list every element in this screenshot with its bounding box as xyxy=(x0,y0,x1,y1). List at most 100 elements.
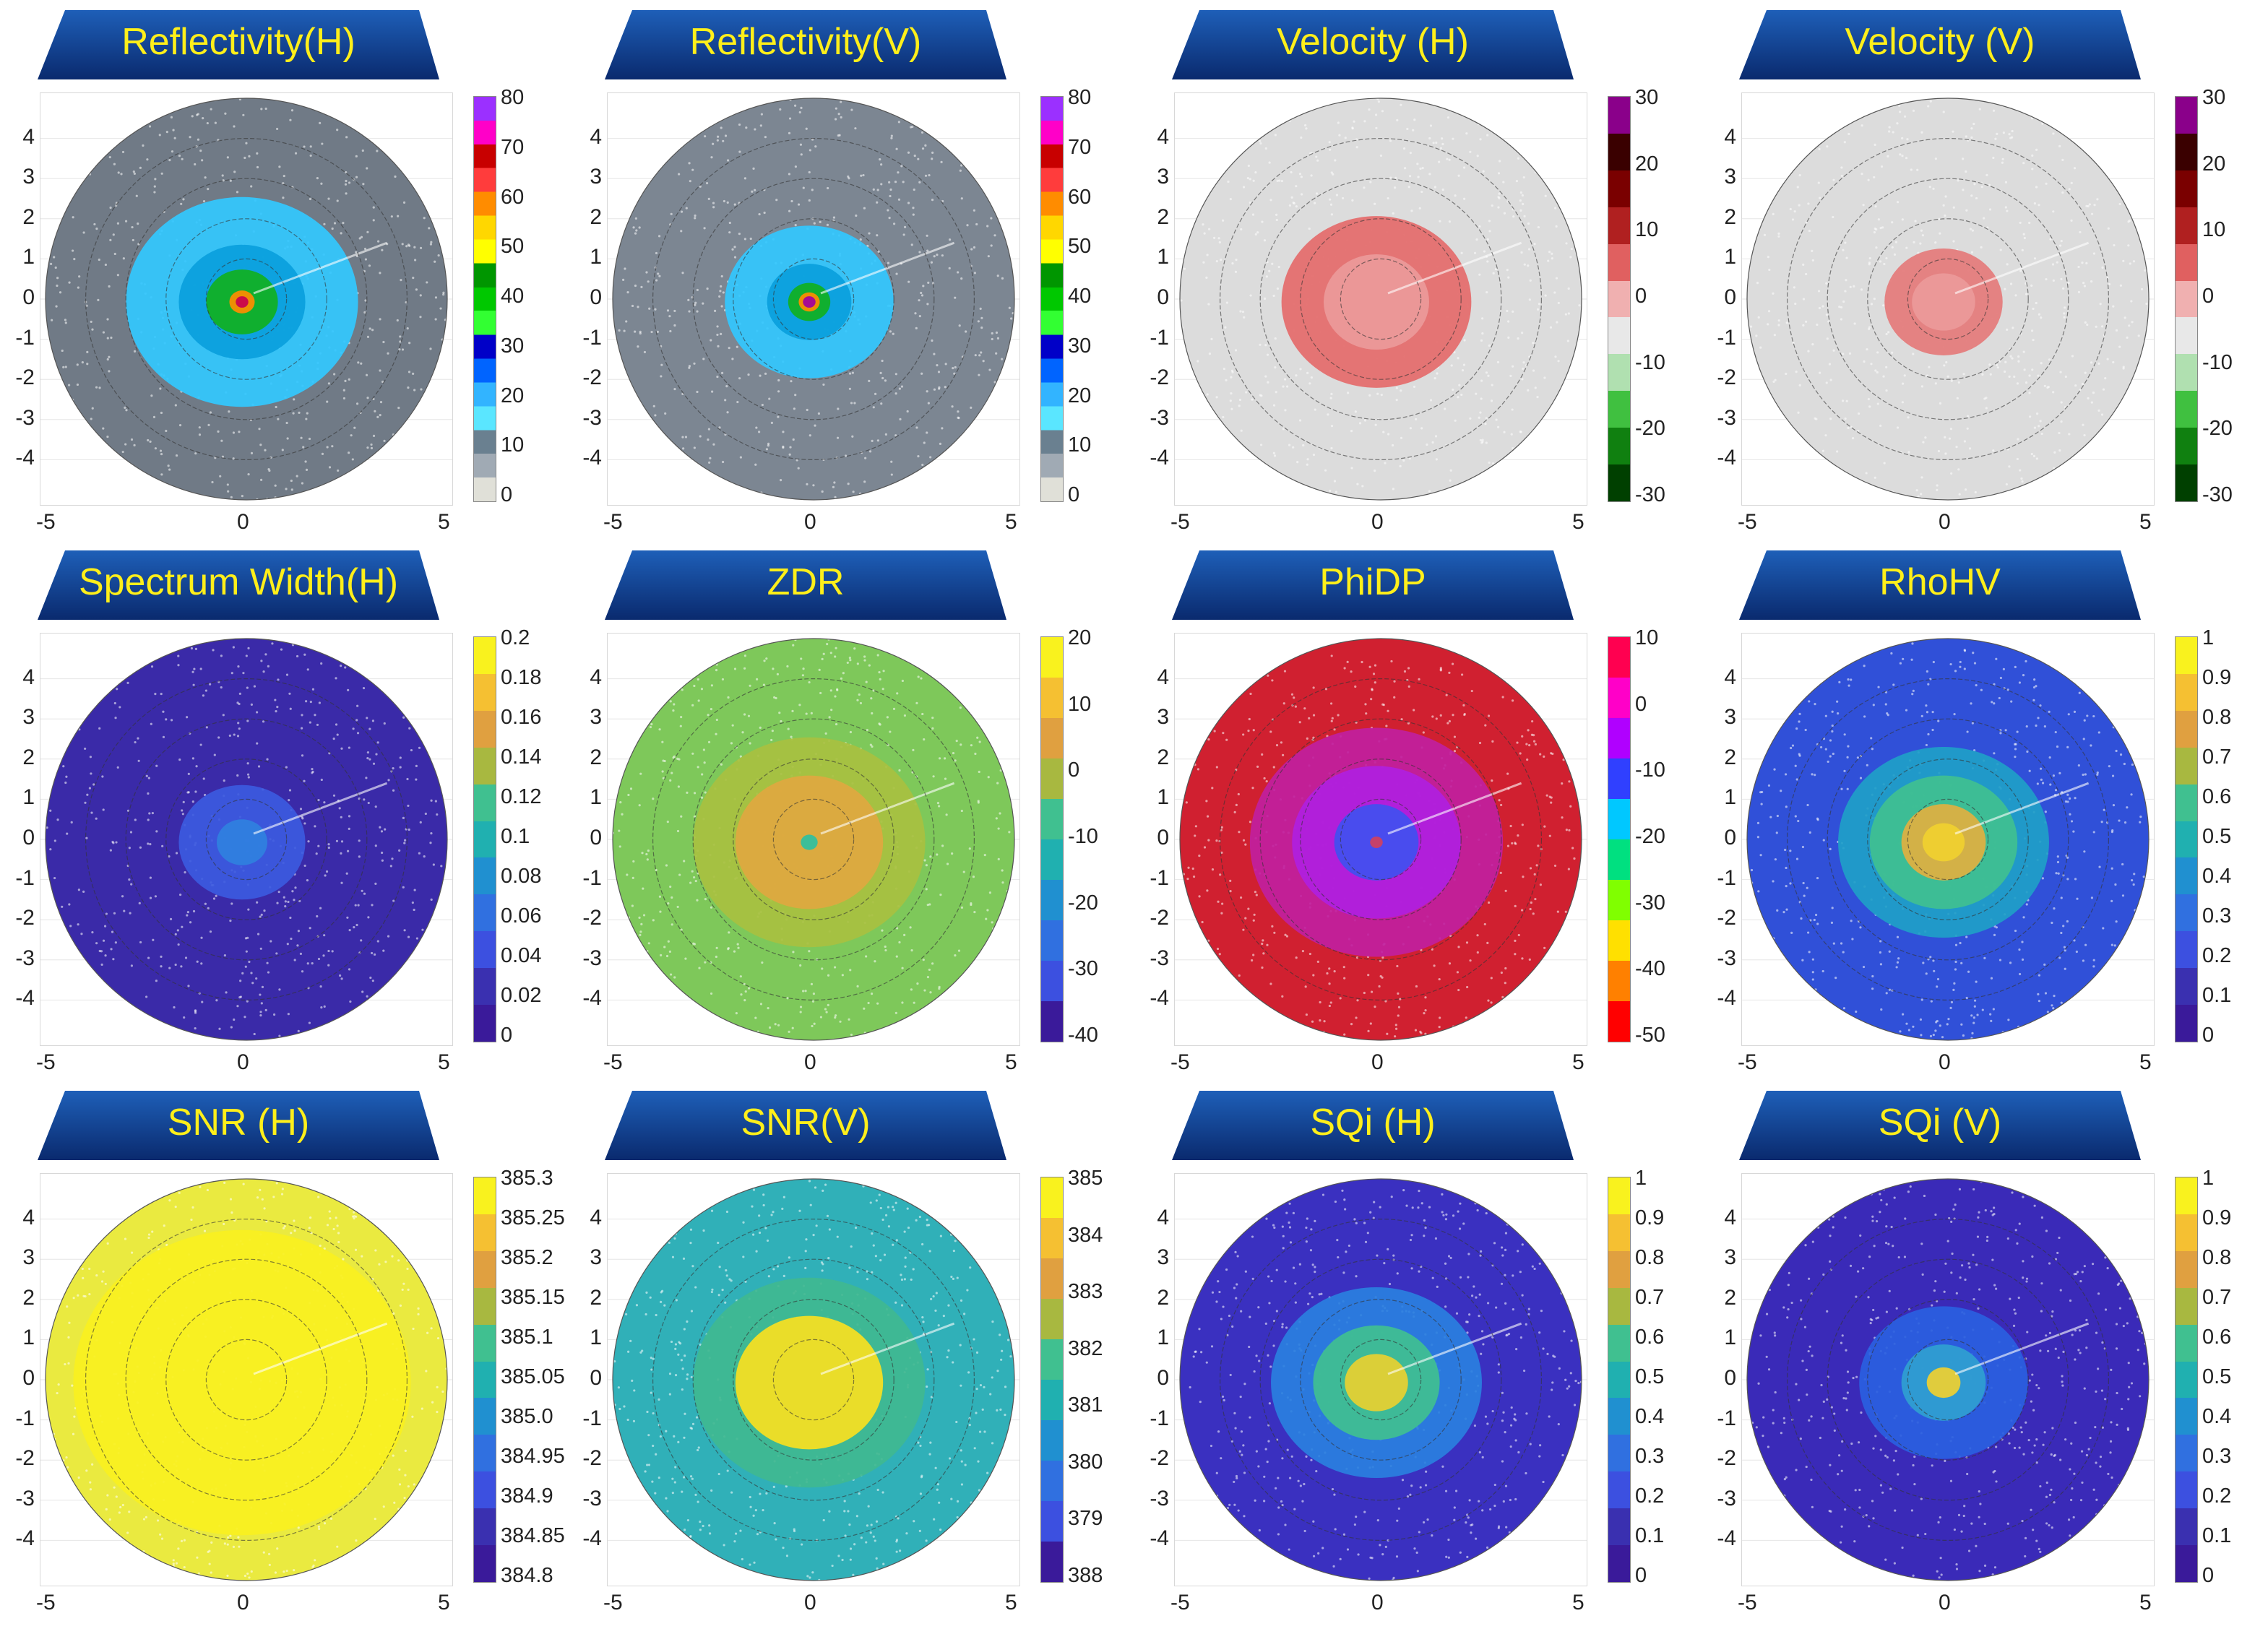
noise-speckle xyxy=(217,736,220,739)
noise-speckle xyxy=(1565,829,1568,831)
noise-speckle xyxy=(151,1230,154,1233)
noise-speckle xyxy=(2041,877,2044,880)
noise-speckle xyxy=(1888,130,1891,133)
noise-speckle xyxy=(1808,951,1811,954)
noise-speckle xyxy=(658,728,661,731)
noise-speckle xyxy=(1481,332,1484,335)
noise-speckle xyxy=(982,360,985,363)
noise-speckle xyxy=(98,727,101,730)
noise-speckle xyxy=(102,808,105,811)
noise-speckle xyxy=(1185,801,1188,804)
noise-speckle xyxy=(277,418,280,420)
noise-speckle xyxy=(673,755,676,758)
noise-speckle xyxy=(70,821,73,824)
noise-speckle xyxy=(1396,964,1399,968)
noise-speckle xyxy=(264,107,267,111)
noise-speckle xyxy=(1578,304,1581,307)
noise-speckle xyxy=(953,372,956,375)
noise-speckle xyxy=(1927,683,1930,686)
noise-speckle xyxy=(368,264,371,267)
noise-speckle xyxy=(67,1336,70,1339)
noise-speckle xyxy=(106,1494,109,1497)
noise-speckle xyxy=(788,209,791,212)
noise-speckle xyxy=(1556,910,1559,913)
noise-speckle xyxy=(1523,215,1526,217)
noise-speckle xyxy=(423,855,426,858)
noise-speckle xyxy=(745,126,748,129)
noise-speckle xyxy=(828,716,831,719)
noise-speckle xyxy=(399,766,402,769)
colorbar-tick-label: 384.85 xyxy=(501,1524,565,1547)
noise-speckle xyxy=(2030,284,2033,287)
noise-speckle xyxy=(1757,316,1760,319)
noise-speckle xyxy=(1466,985,1469,989)
noise-speckle xyxy=(1920,1034,1923,1037)
x-tick-label: 0 xyxy=(237,1050,249,1074)
noise-speckle xyxy=(2032,699,2035,701)
noise-speckle xyxy=(381,248,384,251)
noise-speckle xyxy=(2139,816,2142,818)
noise-speckle xyxy=(1452,137,1454,140)
noise-speckle xyxy=(710,1489,713,1492)
noise-speckle xyxy=(811,189,814,191)
colorbar-tick-label: 0.6 xyxy=(2202,785,2232,808)
noise-speckle xyxy=(913,188,915,191)
noise-speckle xyxy=(863,655,866,658)
noise-speckle xyxy=(318,1527,321,1531)
noise-speckle xyxy=(701,773,704,776)
noise-speckle xyxy=(1519,199,1522,202)
noise-speckle xyxy=(728,221,731,225)
noise-speckle xyxy=(918,181,921,184)
noise-speckle xyxy=(301,754,304,757)
noise-speckle xyxy=(379,826,381,829)
noise-speckle xyxy=(1431,715,1434,718)
noise-speckle xyxy=(1565,242,1568,245)
noise-speckle xyxy=(323,1005,326,1008)
noise-speckle xyxy=(142,1518,146,1521)
noise-speckle xyxy=(2033,678,2036,681)
noise-speckle xyxy=(2100,413,2104,416)
noise-speckle xyxy=(1400,103,1402,106)
noise-speckle xyxy=(1294,705,1297,708)
noise-speckle xyxy=(647,850,650,852)
noise-speckle xyxy=(1821,305,1824,308)
y-tick-label: -3 xyxy=(582,946,602,970)
y-tick-label: 0 xyxy=(22,285,35,309)
noise-speckle xyxy=(1497,172,1501,175)
noise-speckle xyxy=(2082,959,2085,962)
noise-speckle xyxy=(728,931,730,934)
noise-speckle xyxy=(818,668,821,671)
colorbar-tick-label: 385.0 xyxy=(501,1405,553,1428)
noise-speckle xyxy=(1355,1016,1358,1019)
noise-speckle xyxy=(72,216,74,219)
noise-speckle xyxy=(1826,337,1829,340)
noise-speckle xyxy=(61,349,64,353)
noise-speckle xyxy=(926,390,928,393)
noise-speckle xyxy=(758,212,761,216)
noise-speckle xyxy=(1328,967,1331,970)
noise-speckle xyxy=(54,266,57,269)
noise-speckle xyxy=(230,1211,233,1214)
noise-speckle xyxy=(1912,1025,1915,1028)
noise-speckle xyxy=(1238,405,1241,407)
noise-speckle xyxy=(904,1265,907,1268)
noise-speckle xyxy=(102,939,105,942)
noise-speckle xyxy=(1902,657,1905,660)
noise-speckle xyxy=(399,340,402,343)
noise-speckle xyxy=(1335,490,1338,493)
noise-speckle xyxy=(913,154,916,157)
noise-speckle xyxy=(1393,680,1396,683)
noise-speckle xyxy=(2092,959,2095,961)
noise-speckle xyxy=(124,443,127,446)
noise-speckle xyxy=(2070,181,2073,184)
noise-speckle xyxy=(1449,479,1452,482)
noise-speckle xyxy=(1273,931,1276,934)
noise-speckle xyxy=(132,170,135,173)
noise-speckle xyxy=(306,962,309,965)
noise-speckle xyxy=(997,827,1000,830)
noise-speckle xyxy=(1438,1026,1441,1029)
noise-speckle xyxy=(876,439,879,442)
noise-speckle xyxy=(2090,401,2093,404)
noise-speckle xyxy=(2063,316,2066,319)
noise-speckle xyxy=(1314,408,1316,411)
